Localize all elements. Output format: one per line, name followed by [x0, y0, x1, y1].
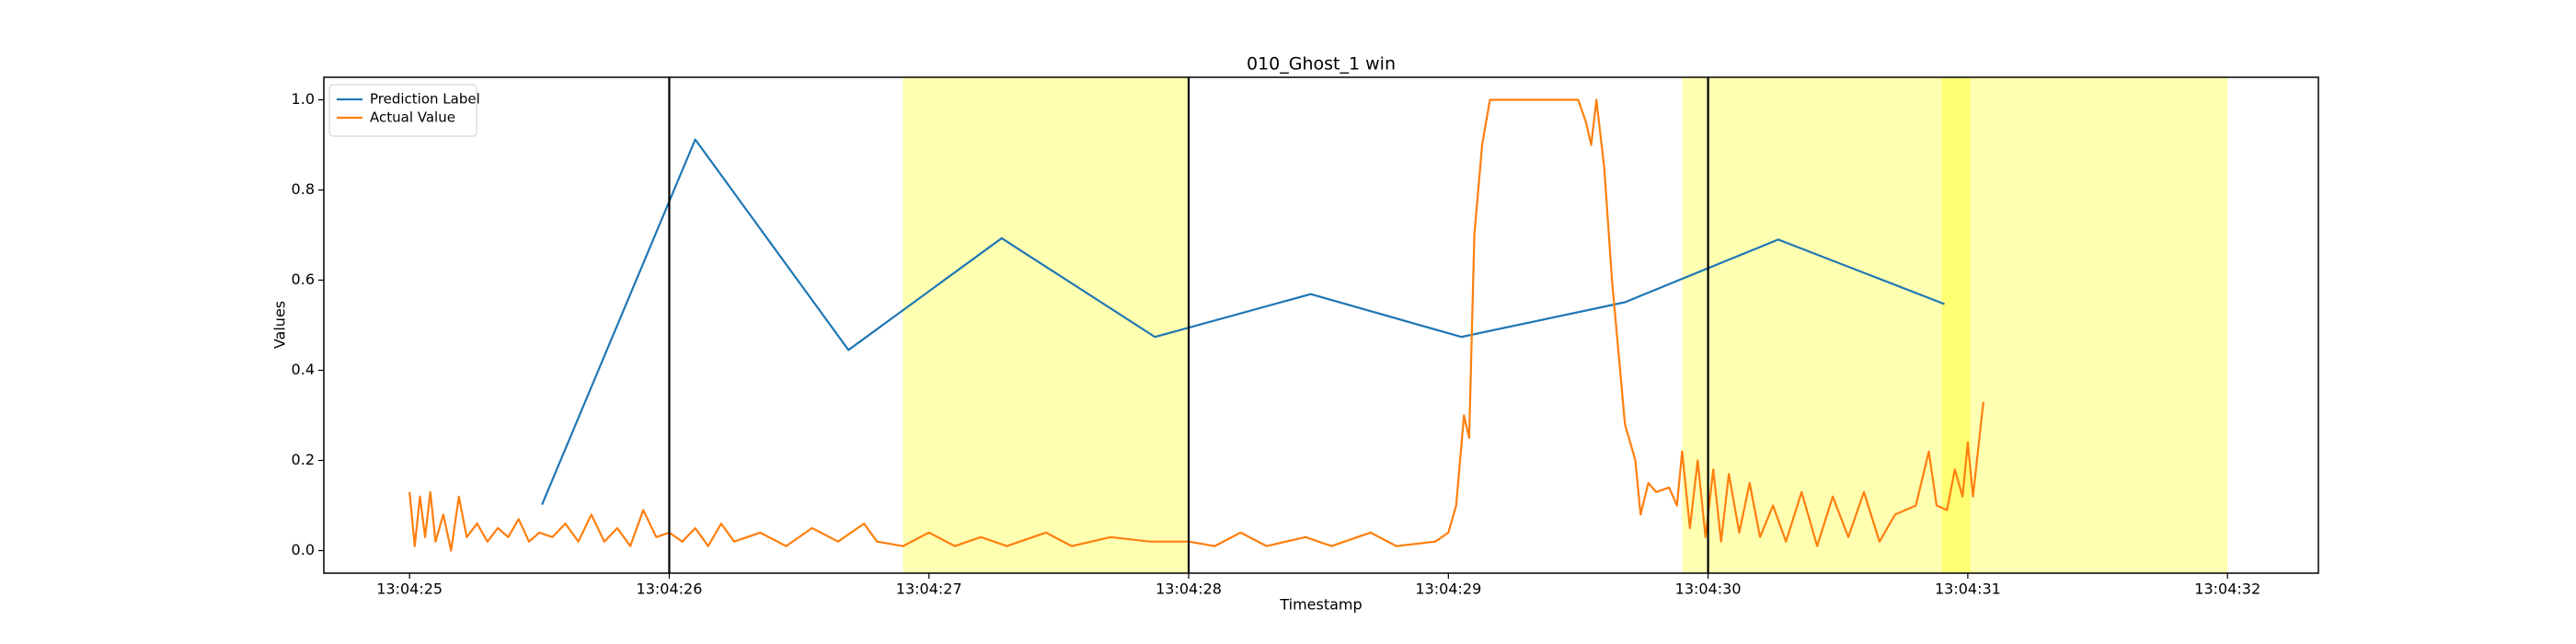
series-line — [408, 98, 1984, 552]
y-tick-label: 0.0 — [292, 541, 315, 558]
series-line — [541, 138, 1945, 505]
plot-frame — [323, 76, 2319, 574]
x-tick-label: 13:04:26 — [637, 581, 703, 598]
spans — [903, 77, 2228, 573]
y-tick-label: 0.4 — [292, 361, 315, 378]
x-tick-label: 13:04:25 — [376, 581, 443, 598]
highlight-span — [1941, 77, 1971, 573]
y-tick-label: 1.0 — [292, 90, 315, 108]
y-tick-label: 0.2 — [292, 451, 315, 468]
highlight-span — [903, 77, 1190, 573]
legend-box — [328, 84, 477, 137]
y-tick-label: 0.8 — [292, 180, 315, 198]
highlight-span — [1682, 77, 2228, 573]
y-axis-label: Values — [271, 301, 289, 349]
legend-label: Prediction Label — [370, 91, 480, 108]
plot-lines — [408, 77, 1984, 573]
x-tick-label: 13:04:32 — [2194, 581, 2260, 598]
x-tick-label: 13:04:29 — [1415, 581, 1481, 598]
y-tick-label: 0.6 — [292, 270, 315, 288]
x-axis-label: Timestamp — [1279, 596, 1362, 614]
x-tick-label: 13:04:27 — [896, 581, 962, 598]
x-tick-label: 13:04:30 — [1675, 581, 1742, 598]
legend-label: Actual Value — [370, 109, 455, 126]
x-tick-label: 13:04:28 — [1156, 581, 1222, 598]
chart-title: 010_Ghost_1 win — [1247, 54, 1396, 75]
axes: 0.0 0.2 0.4 0.6 0.8 1.0 13:04:25 13:04:26 13:04:… — [292, 90, 2261, 598]
x-tick-label: 13:04:31 — [1935, 581, 2001, 598]
